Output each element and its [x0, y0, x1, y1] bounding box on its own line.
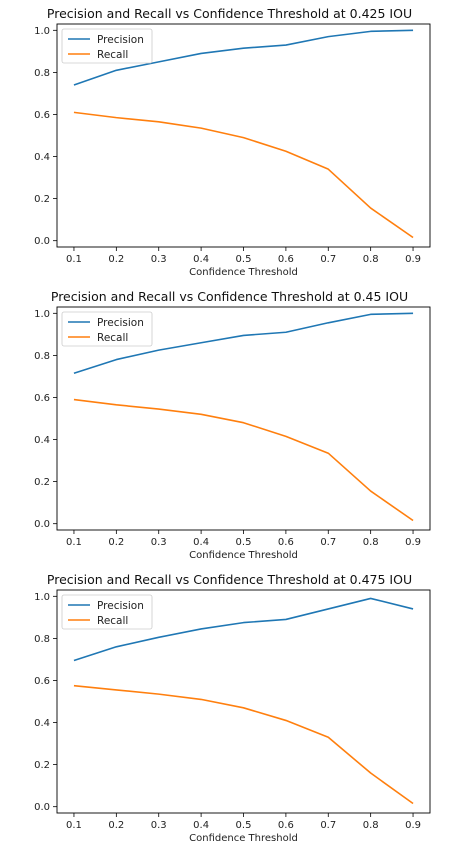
- legend-label: Recall: [97, 615, 128, 627]
- chart-panel-1: Precision and Recall vs Confidence Thres…: [0, 0, 456, 283]
- x-tick-label: 0.8: [363, 254, 379, 265]
- y-tick-label: 0.4: [34, 435, 50, 446]
- x-tick-label: 0.9: [405, 254, 421, 265]
- y-tick-label: 0.4: [34, 718, 50, 729]
- x-tick-label: 0.6: [278, 254, 294, 265]
- series-line-precision: [73, 29, 414, 86]
- y-tick-label: 1.0: [34, 26, 50, 37]
- series-line-recall: [73, 111, 414, 239]
- chart-svg-1: Precision and Recall vs Confidence Thres…: [34, 6, 431, 278]
- x-tick-label: 0.5: [236, 537, 252, 548]
- x-axis-label: Confidence Threshold: [189, 550, 298, 561]
- legend-label: Recall: [97, 49, 128, 61]
- y-tick-label: 1.0: [34, 592, 50, 603]
- x-tick-label: 0.2: [108, 820, 124, 831]
- x-tick-label: 0.9: [405, 537, 421, 548]
- legend-label: Precision: [97, 34, 144, 46]
- x-tick-label: 0.2: [108, 537, 124, 548]
- y-tick-label: 0.6: [34, 676, 50, 687]
- x-tick-label: 0.2: [108, 254, 124, 265]
- chart-title: Precision and Recall vs Confidence Thres…: [47, 6, 412, 21]
- x-tick-label: 0.8: [363, 537, 379, 548]
- chart-panel-3: Precision and Recall vs Confidence Thres…: [0, 566, 456, 849]
- y-tick-label: 0.2: [34, 194, 50, 205]
- x-tick-label: 0.6: [278, 537, 294, 548]
- y-tick-label: 1.0: [34, 309, 50, 320]
- x-tick-label: 0.3: [151, 254, 167, 265]
- x-tick-label: 0.1: [66, 820, 82, 831]
- series-line-recall: [73, 684, 414, 805]
- legend-label: Precision: [97, 600, 144, 612]
- x-tick-label: 0.3: [151, 820, 167, 831]
- x-tick-label: 0.5: [236, 820, 252, 831]
- y-tick-label: 0.6: [34, 393, 50, 404]
- y-tick-label: 0.2: [34, 477, 50, 488]
- x-axis-label: Confidence Threshold: [189, 267, 298, 278]
- chart-svg-2: Precision and Recall vs Confidence Thres…: [34, 289, 431, 561]
- y-tick-label: 0.2: [34, 760, 50, 771]
- x-tick-label: 0.7: [320, 254, 336, 265]
- chart-panel-2: Precision and Recall vs Confidence Thres…: [0, 283, 456, 566]
- x-tick-label: 0.6: [278, 820, 294, 831]
- chart-svg-3: Precision and Recall vs Confidence Thres…: [34, 572, 431, 844]
- x-tick-label: 0.1: [66, 537, 82, 548]
- series-line-precision: [73, 597, 414, 662]
- x-tick-label: 0.7: [320, 537, 336, 548]
- x-tick-label: 0.8: [363, 820, 379, 831]
- series-line-precision: [73, 312, 414, 375]
- y-tick-label: 0.6: [34, 110, 50, 121]
- series-line-recall: [73, 398, 414, 522]
- y-tick-label: 0.0: [34, 519, 50, 530]
- x-tick-label: 0.9: [405, 820, 421, 831]
- chart-title: Precision and Recall vs Confidence Thres…: [47, 572, 412, 587]
- x-tick-label: 0.4: [193, 820, 209, 831]
- x-tick-label: 0.4: [193, 537, 209, 548]
- x-tick-label: 0.3: [151, 537, 167, 548]
- legend-label: Precision: [97, 317, 144, 329]
- x-tick-label: 0.4: [193, 254, 209, 265]
- y-tick-label: 0.8: [34, 634, 50, 645]
- x-tick-label: 0.1: [66, 254, 82, 265]
- y-tick-label: 0.8: [34, 68, 50, 79]
- y-tick-label: 0.4: [34, 152, 50, 163]
- legend-label: Recall: [97, 332, 128, 344]
- x-tick-label: 0.5: [236, 254, 252, 265]
- y-tick-label: 0.8: [34, 351, 50, 362]
- y-tick-label: 0.0: [34, 802, 50, 813]
- chart-title: Precision and Recall vs Confidence Thres…: [51, 289, 408, 304]
- x-tick-label: 0.7: [320, 820, 336, 831]
- x-axis-label: Confidence Threshold: [189, 833, 298, 844]
- y-tick-label: 0.0: [34, 236, 50, 247]
